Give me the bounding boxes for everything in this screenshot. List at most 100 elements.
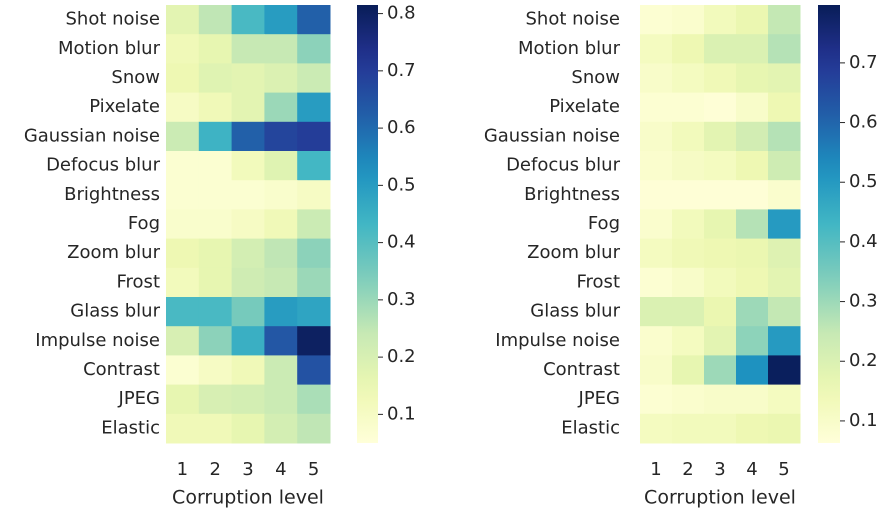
heatmap-cell	[736, 297, 769, 327]
y-tick-label: Zoom blur	[527, 242, 620, 263]
heatmap-cell	[198, 267, 233, 298]
colorbar-tick-label: 0.7	[849, 52, 878, 73]
heatmap-cell	[264, 209, 298, 240]
colorbar	[818, 5, 840, 443]
heatmap-cell	[264, 355, 298, 386]
y-tick-label: Elastic	[561, 417, 620, 438]
heatmap-cell	[640, 209, 673, 240]
heatmap-cell	[297, 121, 331, 152]
y-tick-label: Defocus blur	[46, 155, 161, 176]
y-tick-label: Fog	[588, 213, 620, 234]
heatmap-cell	[736, 238, 769, 269]
colorbar-tick-label: 0.4	[387, 232, 416, 253]
colorbar-tick-label: 0.8	[387, 3, 416, 24]
heatmap-cell	[672, 384, 705, 415]
colorbar-tick-label: 0.3	[387, 289, 416, 310]
heatmap-cell	[672, 267, 705, 298]
heatmap-cell	[264, 92, 298, 123]
heatmap-cell	[166, 238, 200, 269]
heatmap-cell	[166, 413, 200, 444]
colorbar-tick-label: 0.1	[387, 403, 416, 424]
y-tick-label: Frost	[577, 271, 621, 292]
heatmap-cell	[198, 297, 233, 327]
x-tick-label: 3	[714, 459, 725, 480]
heatmap-cell	[704, 151, 737, 181]
heatmap-cell	[166, 121, 200, 152]
heatmap-cell	[768, 297, 801, 327]
y-tick-label: Impulse noise	[495, 330, 620, 351]
heatmap-cell	[768, 5, 801, 35]
heatmap-cell	[736, 5, 769, 35]
y-tick-label: Impulse noise	[35, 330, 160, 351]
heatmap-cell	[231, 384, 265, 415]
heatmap-cell	[198, 5, 233, 35]
heatmap-cell	[672, 413, 705, 444]
heatmap-cell	[640, 180, 673, 210]
colorbar-tick-label: 0.2	[849, 350, 878, 371]
heatmap-cell	[198, 326, 233, 356]
y-tick-label: Contrast	[83, 359, 160, 380]
x-tick-label: 2	[682, 459, 693, 480]
y-tick-label: Defocus blur	[506, 155, 621, 176]
heatmap-cell	[704, 326, 737, 356]
x-tick-label: 2	[209, 459, 220, 480]
x-tick-label: 1	[177, 459, 188, 480]
heatmap-cell	[231, 34, 265, 64]
heatmap-cell	[198, 238, 233, 269]
heatmap-cell	[640, 297, 673, 327]
heatmap-cell	[264, 180, 298, 210]
heatmap-cell	[231, 238, 265, 269]
y-tick-label: JPEG	[578, 388, 620, 409]
heatmap-cell	[736, 151, 769, 181]
heatmap-cell	[198, 92, 233, 123]
heatmap-cell	[231, 355, 265, 386]
heatmap-cell	[768, 413, 801, 444]
heatmap-cell	[704, 63, 737, 94]
heatmap-cell	[198, 180, 233, 210]
heatmap-cell	[640, 355, 673, 386]
heatmap-cell	[264, 267, 298, 298]
colorbar-tick-label: 0.6	[849, 112, 878, 133]
heatmap-cell	[640, 413, 673, 444]
heatmap-cell	[166, 384, 200, 415]
y-tick-label: Glass blur	[70, 301, 160, 322]
heatmap-cell	[704, 355, 737, 386]
x-tick-label: 4	[275, 459, 286, 480]
y-tick-label: Brightness	[524, 184, 620, 205]
heatmap-cell	[672, 180, 705, 210]
heatmap-cell	[736, 267, 769, 298]
heatmap-cell	[736, 326, 769, 356]
heatmap-cell	[297, 92, 331, 123]
heatmap-cell	[264, 384, 298, 415]
x-tick-label: 5	[308, 459, 319, 480]
colorbar-tick-label: 0.2	[387, 346, 416, 367]
colorbar-tick-label: 0.5	[387, 174, 416, 195]
heatmap-cell	[640, 63, 673, 94]
heatmap-cell	[198, 413, 233, 444]
heatmap-cell	[736, 121, 769, 152]
heatmap-cell	[704, 5, 737, 35]
heatmap-cell	[704, 413, 737, 444]
heatmap-cell	[640, 34, 673, 64]
heatmap-cell	[640, 92, 673, 123]
y-tick-label: Fog	[128, 213, 160, 234]
colorbar-tick-label: 0.4	[849, 231, 878, 252]
heatmap-cell	[231, 267, 265, 298]
heatmap-cell	[264, 151, 298, 181]
heatmap-cell	[231, 326, 265, 356]
heatmap-cell	[640, 151, 673, 181]
heatmap-cell	[672, 297, 705, 327]
heatmap-cell	[297, 238, 331, 269]
heatmap-cell	[672, 151, 705, 181]
heatmap-cell	[768, 384, 801, 415]
heatmap-cell	[297, 267, 331, 298]
heatmap-cell	[297, 180, 331, 210]
heatmap-cell	[704, 34, 737, 64]
heatmap-cell	[640, 238, 673, 269]
heatmap-cell	[264, 238, 298, 269]
heatmap-cell	[264, 34, 298, 64]
heatmap-cell	[768, 92, 801, 123]
heatmap-cell	[198, 34, 233, 64]
heatmap-cell	[768, 34, 801, 64]
